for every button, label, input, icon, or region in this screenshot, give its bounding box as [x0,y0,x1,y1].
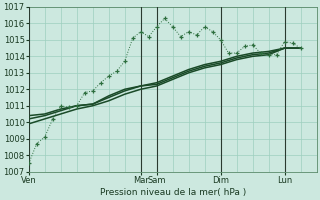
X-axis label: Pression niveau de la mer( hPa ): Pression niveau de la mer( hPa ) [100,188,246,197]
